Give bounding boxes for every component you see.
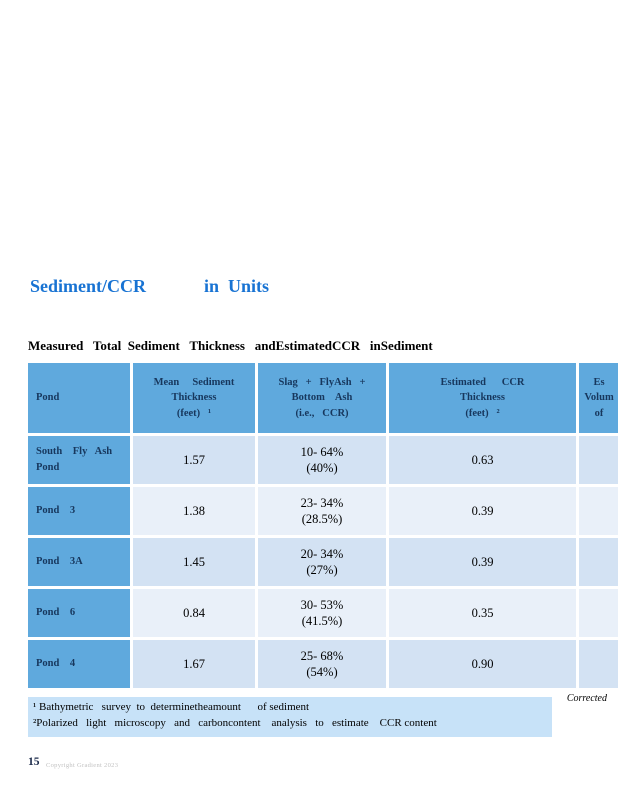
header-line: Slag + FlyAsh +	[278, 377, 366, 389]
header-cell-slag-flyash-bottom-ash: Slag + FlyAsh + Bottom Ash (i.e., CCR)	[258, 363, 386, 433]
footnote-2: ²Polarized light microscopy and carbonco…	[33, 716, 437, 729]
page-title: Sediment/CCR in Units	[30, 276, 269, 297]
cell-pond: South Fly Ash Pond	[28, 436, 130, 484]
header-cell-estimated-ccr-thickness: Estimated CCR Thickness (feet) ²	[389, 363, 576, 433]
cell-est: 0.39	[389, 538, 576, 586]
corrected-label: Corrected	[566, 693, 607, 704]
cell-pond: Pond 4	[28, 640, 130, 688]
header-cell-pond: Pond	[28, 363, 130, 433]
cell-vol	[579, 487, 618, 535]
header-line: Thickness	[460, 392, 505, 404]
cell-est: 0.63	[389, 436, 576, 484]
page-title-left: Sediment/CCR	[30, 276, 146, 296]
cell-est: 0.39	[389, 487, 576, 535]
table-header-row: Pond Mean Sediment Thickness (feet) ¹ Slag +…	[28, 363, 618, 433]
copyright-text: Copyright Gradient 2023	[46, 762, 119, 769]
header-line: Estimated CCR	[440, 377, 525, 389]
cell-slag: 30- 53% (41.5%)	[258, 589, 386, 637]
sediment-ccr-table: Pond Mean Sediment Thickness (feet) ¹ Slag +…	[28, 363, 618, 691]
footnote-1: ¹ Bathymetric survey to determinetheamou…	[33, 701, 310, 713]
header-line: of	[594, 407, 604, 419]
table-row: Pond 3 1.38 23- 34% (28.5%) 0.39	[28, 487, 618, 535]
cell-slag: 20- 34% (27%)	[258, 538, 386, 586]
cell-vol	[579, 640, 618, 688]
header-cell-mean-sediment-thickness: Mean Sediment Thickness (feet) ¹	[133, 363, 255, 433]
cell-vol	[579, 538, 618, 586]
cell-vol	[579, 436, 618, 484]
cell-mean: 0.84	[133, 589, 255, 637]
header-line: Thickness	[171, 392, 217, 404]
cell-vol	[579, 589, 618, 637]
header-line: Es	[593, 377, 605, 389]
header-line: Volum	[584, 392, 614, 404]
header-line: Mean Sediment	[153, 377, 235, 389]
footnotes-box: ¹ Bathymetric survey to determinetheamou…	[28, 697, 552, 737]
cell-pond: Pond 3A	[28, 538, 130, 586]
cell-mean: 1.67	[133, 640, 255, 688]
header-line: (i.e., CCR)	[295, 407, 349, 419]
cell-pond: Pond 3	[28, 487, 130, 535]
header-line: (feet) ²	[465, 407, 500, 419]
cell-mean: 1.38	[133, 487, 255, 535]
cell-mean: 1.45	[133, 538, 255, 586]
table-row: Pond 6 0.84 30- 53% (41.5%) 0.35	[28, 589, 618, 637]
header-line: Pond	[36, 392, 60, 404]
table-row: Pond 3A 1.45 20- 34% (27%) 0.39	[28, 538, 618, 586]
table-row: Pond 4 1.67 25- 68% (54%) 0.90	[28, 640, 618, 688]
table-row: South Fly Ash Pond 1.57 10- 64% (40%) 0.63	[28, 436, 618, 484]
cell-pond: Pond 6	[28, 589, 130, 637]
header-line: (feet) ¹	[176, 407, 212, 419]
page-number: 15	[28, 756, 40, 768]
page-title-right: in Units	[204, 276, 270, 296]
header-cell-estimated-volume-cut: Es Volum of	[579, 363, 618, 433]
cell-slag: 10- 64% (40%)	[258, 436, 386, 484]
cell-mean: 1.57	[133, 436, 255, 484]
cell-est: 0.35	[389, 589, 576, 637]
table-heading: Measured Total Sediment Thickness andEst…	[28, 338, 433, 353]
cell-est: 0.90	[389, 640, 576, 688]
cell-slag: 23- 34% (28.5%)	[258, 487, 386, 535]
header-line: Bottom Ash	[291, 392, 353, 404]
cell-slag: 25- 68% (54%)	[258, 640, 386, 688]
